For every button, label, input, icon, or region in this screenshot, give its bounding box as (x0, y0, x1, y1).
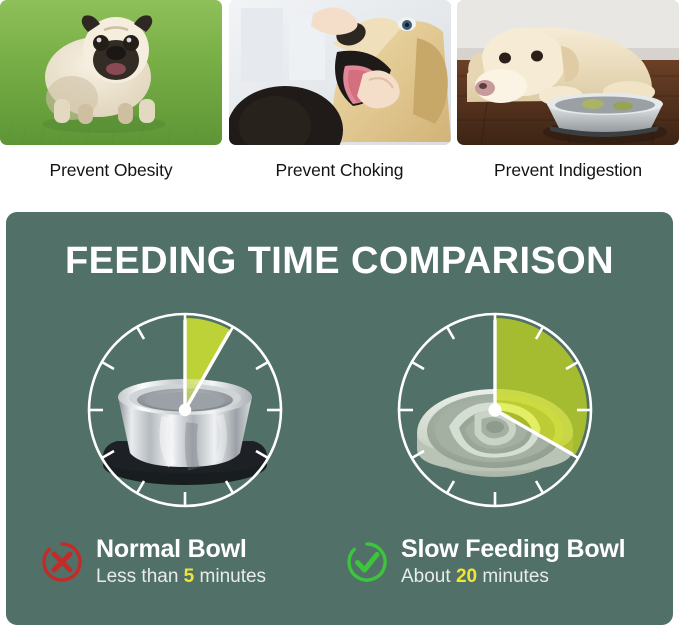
red-x-circle-icon (40, 540, 84, 584)
benefit-card-choking[interactable]: Prevent Choking (228, 0, 451, 200)
overweight-pug-on-grass-photo (0, 0, 222, 145)
result-sub-prefix: About (401, 566, 456, 588)
feeding-time-comparison-panel: FEEDING TIME COMPARISON (6, 212, 673, 625)
result-sub-value: 20 (455, 566, 478, 588)
result-sub-value: 5 (183, 566, 195, 588)
result-title: Normal Bowl (96, 535, 247, 564)
benefit-card-indigestion[interactable]: Prevent Indigestion (457, 0, 679, 200)
benefit-caption: Prevent Obesity (49, 160, 173, 180)
green-check-circle-icon (345, 540, 389, 584)
normal-bowl-clock (80, 305, 290, 515)
page-title: FEEDING TIME COMPARISON (65, 240, 614, 282)
result-normal-bowl: Normal Bowl Less than 5 minutes (40, 528, 266, 596)
benefit-card-obesity[interactable]: Prevent Obesity (0, 0, 222, 200)
result-subtitle: Less than 5 minutes (96, 565, 266, 588)
result-text: Slow Feeding Bowl About 20 minutes (401, 535, 626, 588)
result-subtitle: About 20 minutes (401, 565, 625, 588)
result-slow-feeding-bowl: Slow Feeding Bowl About 20 minutes (345, 528, 626, 596)
result-sub-suffix: minutes (477, 566, 549, 588)
benefit-caption: Prevent Choking (275, 160, 404, 180)
benefit-caption: Prevent Indigestion (494, 160, 642, 180)
person-checking-golden-retriever-mouth-photo (228, 0, 451, 145)
yellow-labrador-lying-beside-steel-bowl-photo (457, 0, 679, 145)
result-text: Normal Bowl Less than 5 minutes (96, 535, 266, 588)
result-sub-prefix: Less than (96, 566, 184, 588)
result-title: Slow Feeding Bowl (401, 535, 626, 564)
benefits-strip: Prevent Obesity (0, 0, 679, 200)
slow-feeding-bowl-clock (390, 305, 600, 515)
result-sub-suffix: minutes (194, 566, 267, 588)
